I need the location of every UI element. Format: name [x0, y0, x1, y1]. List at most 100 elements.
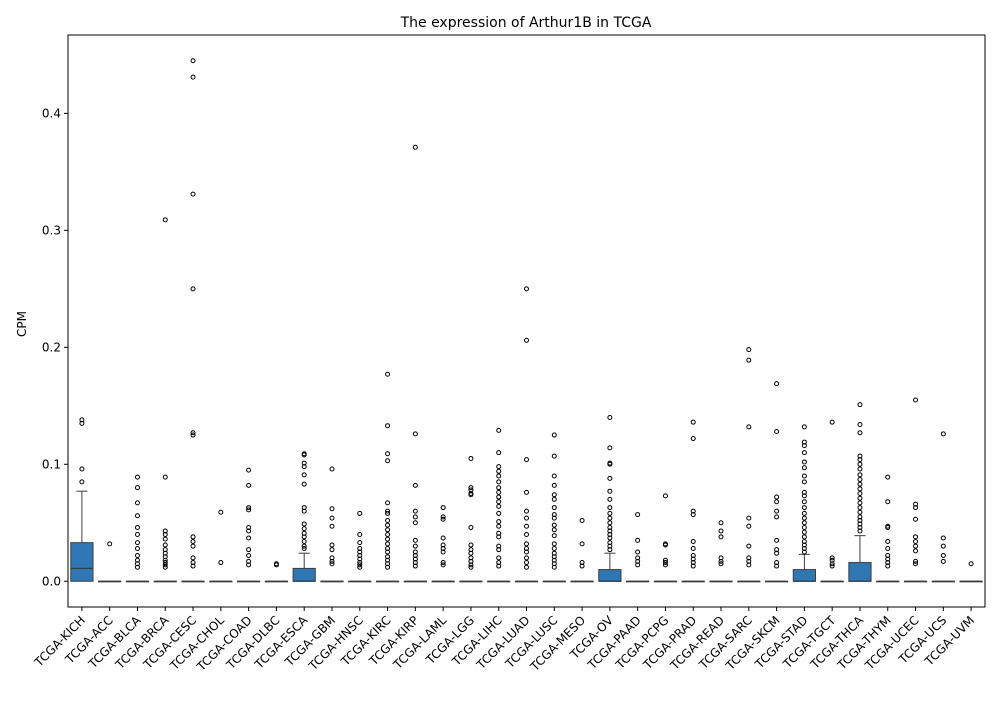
outlier-point [190, 555, 196, 561]
outlier-point [690, 563, 696, 569]
outlier-point [412, 514, 418, 520]
outlier-point [329, 561, 335, 567]
outlier-point [829, 555, 835, 561]
outlier-point [801, 493, 807, 499]
outlier-point [162, 536, 168, 542]
outlier-point [635, 562, 641, 568]
outlier-point [801, 450, 807, 456]
outlier-point [940, 543, 946, 549]
outlier-point [774, 537, 780, 543]
box-group [820, 419, 844, 583]
outlier-point [913, 534, 919, 540]
outlier-point [246, 467, 252, 473]
outlier-point [496, 494, 502, 500]
box-group [903, 397, 928, 583]
outlier-point [551, 515, 557, 521]
box-group [264, 561, 289, 583]
outlier-point [524, 337, 529, 343]
box-group [598, 415, 622, 582]
outlier-point [329, 558, 335, 564]
box-group [764, 381, 789, 583]
outlier-point [246, 547, 252, 553]
outlier-point [885, 538, 891, 544]
outlier-point [273, 562, 279, 568]
outlier-point [79, 479, 85, 485]
box [792, 569, 816, 582]
outlier-point [801, 520, 807, 526]
box-group [459, 455, 483, 583]
outlier-point [857, 430, 863, 436]
outlier-point [412, 431, 418, 437]
outlier-point [718, 561, 724, 567]
outlier-point [218, 509, 224, 515]
box-group [209, 509, 233, 583]
outlier-point [524, 560, 529, 566]
outlier-point [607, 520, 613, 526]
box-group [431, 505, 455, 583]
box-group [848, 402, 872, 582]
outlier-point [913, 505, 919, 511]
box-group [542, 432, 566, 583]
box-group [737, 347, 761, 583]
outlier-point [829, 561, 835, 567]
outlier-point [385, 500, 391, 506]
outlier-point [690, 538, 696, 544]
outlier-point [524, 549, 529, 555]
outlier-point [385, 536, 391, 542]
outlier-point [551, 505, 557, 511]
outlier-point [857, 486, 863, 492]
outlier-point [718, 528, 724, 534]
outlier-point [913, 561, 919, 567]
outlier-point [913, 548, 919, 554]
outlier-point [857, 528, 863, 534]
outlier-point [468, 550, 474, 556]
outlier-point [385, 451, 391, 457]
outlier-point [801, 534, 807, 540]
outlier-point [385, 549, 391, 555]
outlier-point [579, 541, 585, 547]
outlier-point [607, 505, 613, 511]
outlier-point [857, 495, 863, 501]
box-group [70, 417, 94, 582]
outlier-point [524, 508, 529, 514]
outlier-point [301, 452, 307, 458]
outlier-point [774, 550, 780, 556]
outlier-point [662, 542, 668, 548]
outlier-point [301, 534, 307, 540]
outlier-point [551, 564, 557, 570]
outlier-point [246, 528, 252, 534]
outlier-point [385, 371, 391, 377]
box-group [487, 427, 511, 583]
outlier-point [246, 562, 252, 568]
outlier-point [357, 510, 363, 516]
outlier-point [551, 533, 557, 539]
outlier-point [496, 489, 502, 495]
outlier-point [857, 505, 863, 511]
outlier-point [134, 531, 140, 537]
outlier-point [468, 562, 474, 568]
outlier-point [524, 489, 529, 495]
outlier-point [468, 564, 474, 570]
box [70, 542, 94, 582]
outlier-point [857, 466, 863, 472]
box-group [292, 451, 316, 582]
outlier-point [440, 549, 446, 555]
outlier-point [746, 357, 752, 363]
outlier-point [190, 432, 196, 438]
y-axis-label: CPM [15, 311, 29, 337]
outlier-point [440, 562, 446, 568]
outlier-point [468, 524, 474, 530]
outlier-point [301, 508, 307, 514]
outlier-point [246, 535, 252, 541]
outlier-point [412, 537, 418, 543]
y-tick-label: 0.1 [42, 457, 61, 471]
box-group [320, 466, 344, 583]
outlier-point [524, 564, 529, 570]
outlier-point [162, 557, 168, 563]
outlier-point [885, 524, 891, 530]
outlier-point [357, 531, 363, 537]
outlier-point [440, 535, 446, 541]
outlier-point [801, 524, 807, 530]
outlier-point [857, 481, 863, 487]
